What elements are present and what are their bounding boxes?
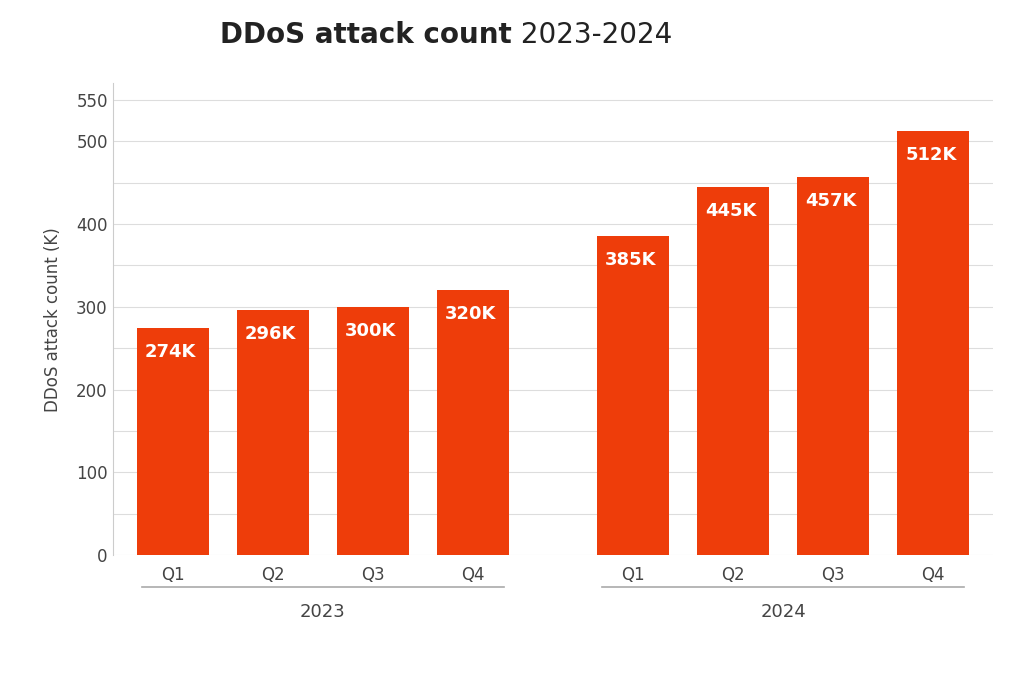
Text: DDoS attack count: DDoS attack count: [220, 21, 512, 49]
Text: 296K: 296K: [245, 325, 296, 343]
Text: 2023-2024: 2023-2024: [512, 21, 672, 49]
Text: 457K: 457K: [805, 192, 856, 210]
Text: 320K: 320K: [444, 305, 497, 323]
Bar: [697, 187, 769, 555]
Bar: [337, 307, 409, 555]
Text: 445K: 445K: [706, 202, 757, 220]
Bar: [897, 131, 970, 555]
Text: 512K: 512K: [905, 146, 956, 164]
Bar: [597, 237, 669, 555]
Text: 300K: 300K: [345, 322, 396, 340]
Y-axis label: DDoS attack count (K): DDoS attack count (K): [44, 227, 62, 412]
Text: 385K: 385K: [605, 251, 656, 269]
Bar: [437, 290, 509, 555]
Bar: [797, 177, 869, 555]
Bar: [136, 328, 209, 555]
Text: 2024: 2024: [760, 603, 806, 621]
Text: 2023: 2023: [300, 603, 346, 621]
Text: 274K: 274K: [144, 344, 196, 362]
Bar: [237, 310, 309, 555]
